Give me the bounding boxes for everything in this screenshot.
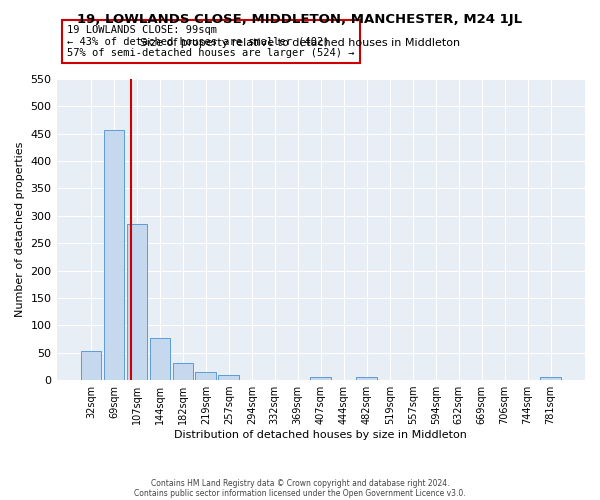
Text: Contains public sector information licensed under the Open Government Licence v3: Contains public sector information licen… — [134, 488, 466, 498]
Y-axis label: Number of detached properties: Number of detached properties — [15, 142, 25, 317]
Text: Contains HM Land Registry data © Crown copyright and database right 2024.: Contains HM Land Registry data © Crown c… — [151, 478, 449, 488]
Text: Size of property relative to detached houses in Middleton: Size of property relative to detached ho… — [140, 38, 460, 48]
Bar — [218, 374, 239, 380]
Bar — [196, 372, 216, 380]
Bar — [104, 130, 124, 380]
Bar — [540, 378, 561, 380]
Bar — [356, 377, 377, 380]
Bar — [127, 224, 147, 380]
Bar — [149, 338, 170, 380]
Bar — [173, 363, 193, 380]
Text: 19 LOWLANDS CLOSE: 99sqm
← 43% of detached houses are smaller (402)
57% of semi-: 19 LOWLANDS CLOSE: 99sqm ← 43% of detach… — [67, 25, 355, 58]
X-axis label: Distribution of detached houses by size in Middleton: Distribution of detached houses by size … — [175, 430, 467, 440]
Text: 19, LOWLANDS CLOSE, MIDDLETON, MANCHESTER, M24 1JL: 19, LOWLANDS CLOSE, MIDDLETON, MANCHESTE… — [77, 12, 523, 26]
Bar — [80, 351, 101, 380]
Bar — [310, 377, 331, 380]
